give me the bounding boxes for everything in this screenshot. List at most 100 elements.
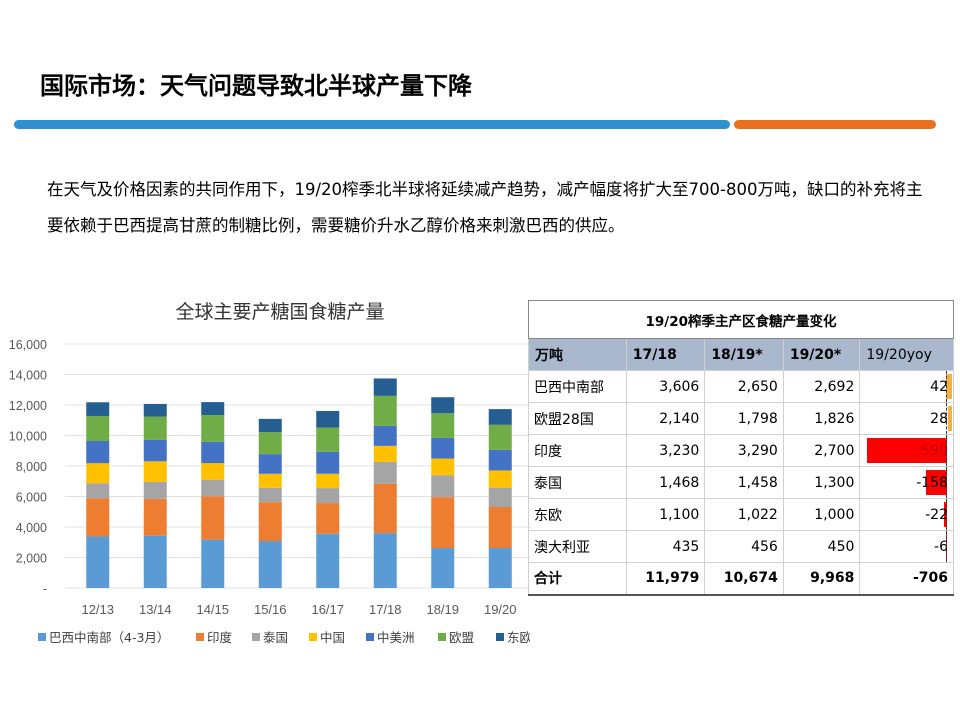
x-tick-label: 12/13 <box>81 602 114 617</box>
table-row: 欧盟28国 2,140 1,798 1,826 28 <box>528 402 954 435</box>
region-cell: 澳大利亚 <box>528 530 627 563</box>
legend-label: 巴西中南部（4-3月） <box>49 630 169 645</box>
table-row: 东欧 1,100 1,022 1,000 -22 <box>528 498 954 531</box>
bar-segment <box>488 409 512 425</box>
yoy-cell: -590 <box>859 434 954 467</box>
table-row: 印度 3,230 3,290 2,700 -590 <box>528 434 954 467</box>
table-header-row: 万吨 17/18 18/19* 19/20* 19/20yoy <box>528 338 954 371</box>
table-row: 澳大利亚 435 456 450 -6 <box>528 530 954 563</box>
bar-segment <box>373 533 397 588</box>
bar-segment <box>143 416 167 440</box>
value-cell: 435 <box>625 530 706 563</box>
bar-segment <box>258 454 282 474</box>
region-cell: 巴西中南部 <box>528 370 627 403</box>
y-tick-label: 2,000 <box>16 552 47 566</box>
yoy-data-bar <box>944 502 947 527</box>
title-underline-blue <box>14 120 730 129</box>
x-tick-label: 17/18 <box>369 602 402 617</box>
y-tick-label: 12,000 <box>9 399 47 413</box>
bar-segment <box>258 432 282 455</box>
yoy-cell: -6 <box>859 530 954 563</box>
value-cell: 1,458 <box>704 466 784 499</box>
bar-segment <box>316 473 340 489</box>
bar-segment <box>143 403 167 417</box>
bar-segment <box>373 483 397 534</box>
table-title: 19/20榨季主产区食糖产量变化 <box>528 300 954 339</box>
y-tick-label: 16,000 <box>9 338 47 352</box>
bar-segment <box>258 473 282 488</box>
legend-swatch <box>196 633 204 641</box>
legend-swatch <box>438 633 446 641</box>
bar-segment <box>86 498 110 537</box>
bar-segment <box>488 470 512 488</box>
bar-segment <box>488 424 512 450</box>
bar-segment <box>373 445 397 462</box>
bar-segment <box>373 425 397 446</box>
region-cell: 欧盟28国 <box>528 402 627 435</box>
bar-segment <box>201 402 225 416</box>
y-tick-label: - <box>43 582 47 596</box>
legend-label: 印度 <box>207 630 233 645</box>
value-cell: 2,140 <box>625 402 706 435</box>
col-header: 18/19* <box>704 338 784 371</box>
bar-segment <box>86 536 110 588</box>
value-cell: 1,300 <box>782 466 861 499</box>
chart-title: 全球主要产糖国食糖产量 <box>175 301 385 323</box>
legend-swatch <box>309 633 317 641</box>
yoy-value: 42 <box>930 378 948 395</box>
legend-label: 欧盟 <box>449 630 474 645</box>
col-header: 19/20yoy <box>859 338 954 371</box>
bar-segment <box>86 402 110 416</box>
y-tick-label: 6,000 <box>16 491 47 505</box>
y-tick-label: 4,000 <box>16 521 47 535</box>
bar-segment <box>431 475 455 498</box>
value-cell: 1,798 <box>704 402 784 435</box>
region-cell: 东欧 <box>528 498 627 531</box>
legend-label: 中国 <box>320 630 345 645</box>
bar-segment <box>316 533 340 588</box>
bar-segment <box>86 440 110 464</box>
bar-segment <box>431 413 455 438</box>
bar-segment <box>143 498 167 536</box>
table-row: 巴西中南部 3,606 2,650 2,692 42 <box>528 370 954 403</box>
yoy-cell: 42 <box>859 370 954 403</box>
yoy-cell: -158 <box>859 466 954 499</box>
bar-segment <box>258 541 282 588</box>
region-cell: 泰国 <box>528 466 627 499</box>
bar-segment <box>143 481 167 499</box>
value-cell: 1,000 <box>782 498 861 531</box>
value-cell: 2,700 <box>782 434 861 467</box>
bar-segment <box>201 415 225 442</box>
col-header: 19/20* <box>782 338 861 371</box>
col-header: 17/18 <box>625 338 706 371</box>
x-tick-label: 14/15 <box>196 602 229 617</box>
bar-segment <box>431 458 455 476</box>
bar-segment <box>201 441 225 464</box>
yoy-value: -158 <box>916 474 948 491</box>
x-tick-label: 18/19 <box>426 602 459 617</box>
yoy-data-bar <box>946 374 952 399</box>
bar-segment <box>373 378 397 396</box>
x-tick-label: 19/20 <box>484 602 517 617</box>
yoy-value: -22 <box>925 506 948 523</box>
bar-segment <box>201 479 225 497</box>
total-cell: 合计 <box>528 562 627 596</box>
title-underline-orange <box>734 120 936 129</box>
yoy-cell: -22 <box>859 498 954 531</box>
legend-label: 泰国 <box>263 630 288 645</box>
y-tick-label: 10,000 <box>9 430 47 444</box>
legend-swatch <box>496 633 504 641</box>
value-cell: 1,022 <box>704 498 784 531</box>
yoy-data-bar <box>948 406 952 431</box>
table-row: 泰国 1,468 1,458 1,300 -158 <box>528 466 954 499</box>
x-tick-label: 15/16 <box>254 602 287 617</box>
x-tick-label: 16/17 <box>311 602 344 617</box>
legend-swatch <box>252 633 260 641</box>
bar-segment <box>488 449 512 471</box>
production-change-table: 19/20榨季主产区食糖产量变化 万吨 17/18 18/19* 19/20* … <box>528 300 954 596</box>
total-cell: -706 <box>859 562 954 596</box>
value-cell: 3,606 <box>625 370 706 403</box>
value-cell: 2,692 <box>782 370 861 403</box>
bar-segment <box>316 488 340 504</box>
value-cell: 1,100 <box>625 498 706 531</box>
